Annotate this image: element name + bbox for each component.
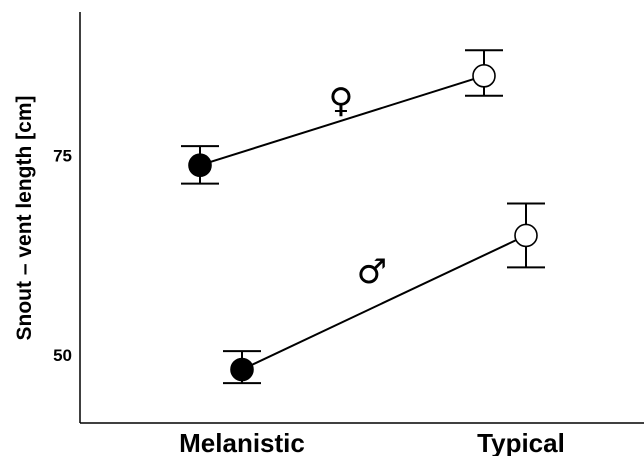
series-0: ♀: [181, 49, 503, 185]
y-axis-title: Snout – vent length [cm]: [13, 95, 36, 340]
series-line: [199, 74, 485, 167]
x-category-label: Typical: [477, 428, 565, 456]
series-group: ♀♂: [181, 49, 545, 385]
series-label: ♀: [329, 81, 354, 121]
y-ticks: 50 75: [53, 147, 72, 366]
y-tick-label: 75: [53, 147, 72, 166]
x-category-label: Melanistic: [179, 428, 305, 456]
data-point: [230, 357, 254, 382]
series-1: ♂: [223, 202, 545, 385]
data-point: [514, 223, 538, 248]
y-tick-label: 50: [53, 346, 72, 365]
series-line: [241, 234, 527, 371]
data-point: [188, 153, 212, 178]
x-categories: Melanistic Typical: [179, 428, 565, 456]
data-point: [472, 64, 496, 88]
series-label: ♂: [357, 252, 387, 292]
